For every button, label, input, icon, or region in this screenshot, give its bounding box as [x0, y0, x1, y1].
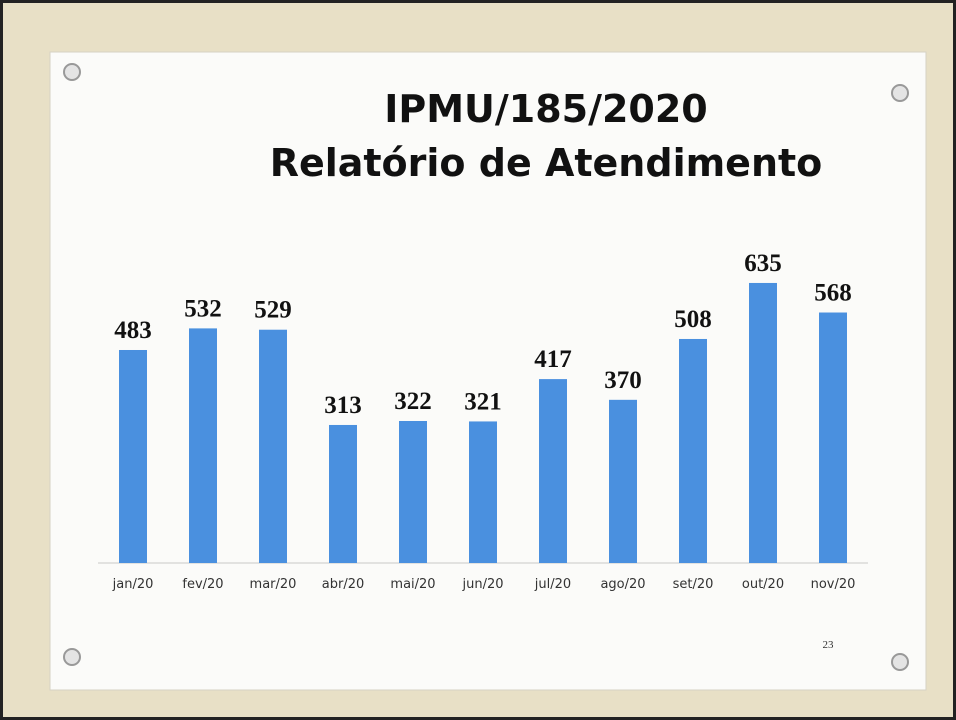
x-tick-label: jul/20	[534, 577, 571, 592]
bar	[609, 399, 637, 563]
chart-title: IPMU/185/2020	[384, 87, 708, 131]
data-label: 529	[254, 297, 292, 324]
bar	[399, 420, 427, 563]
plot: 483 jan/20 532 fev/20 529 mar/20 313 abr/20 322 m…	[112, 250, 856, 592]
bar	[119, 349, 147, 563]
screws	[63, 63, 909, 671]
x-tick-label: jun/20	[461, 577, 503, 592]
bar	[259, 329, 287, 563]
data-label: 532	[184, 295, 222, 322]
x-tick-label: mar/20	[250, 577, 297, 592]
x-tick-label: fev/20	[182, 577, 223, 592]
screw	[63, 63, 81, 81]
data-label: 370	[604, 367, 642, 394]
bar	[469, 421, 497, 563]
x-tick-label: abr/20	[322, 577, 365, 592]
x-tick-label: jan/20	[112, 577, 154, 592]
bar	[679, 338, 707, 563]
screw	[891, 653, 909, 671]
bar	[539, 379, 567, 563]
x-tick-label: nov/20	[811, 577, 856, 592]
slide-number: 23	[823, 639, 835, 651]
bar	[749, 282, 777, 563]
data-label: 313	[324, 392, 362, 419]
data-label: 483	[114, 317, 152, 344]
data-label: 417	[534, 346, 572, 373]
x-tick-label: mai/20	[390, 577, 435, 592]
x-tick-label: ago/20	[600, 577, 645, 592]
screw	[63, 648, 81, 666]
chart-subtitle: Relatório de Atendimento	[270, 141, 823, 185]
bar	[329, 424, 357, 563]
data-label: 508	[674, 306, 712, 333]
data-label: 322	[394, 388, 432, 415]
data-label: 568	[814, 280, 852, 307]
data-label: 635	[744, 250, 782, 277]
bar	[819, 312, 847, 563]
x-tick-label: out/20	[742, 577, 784, 592]
bar	[189, 328, 217, 563]
data-label: 321	[464, 388, 502, 415]
screw	[891, 84, 909, 102]
x-tick-label: set/20	[673, 577, 714, 592]
